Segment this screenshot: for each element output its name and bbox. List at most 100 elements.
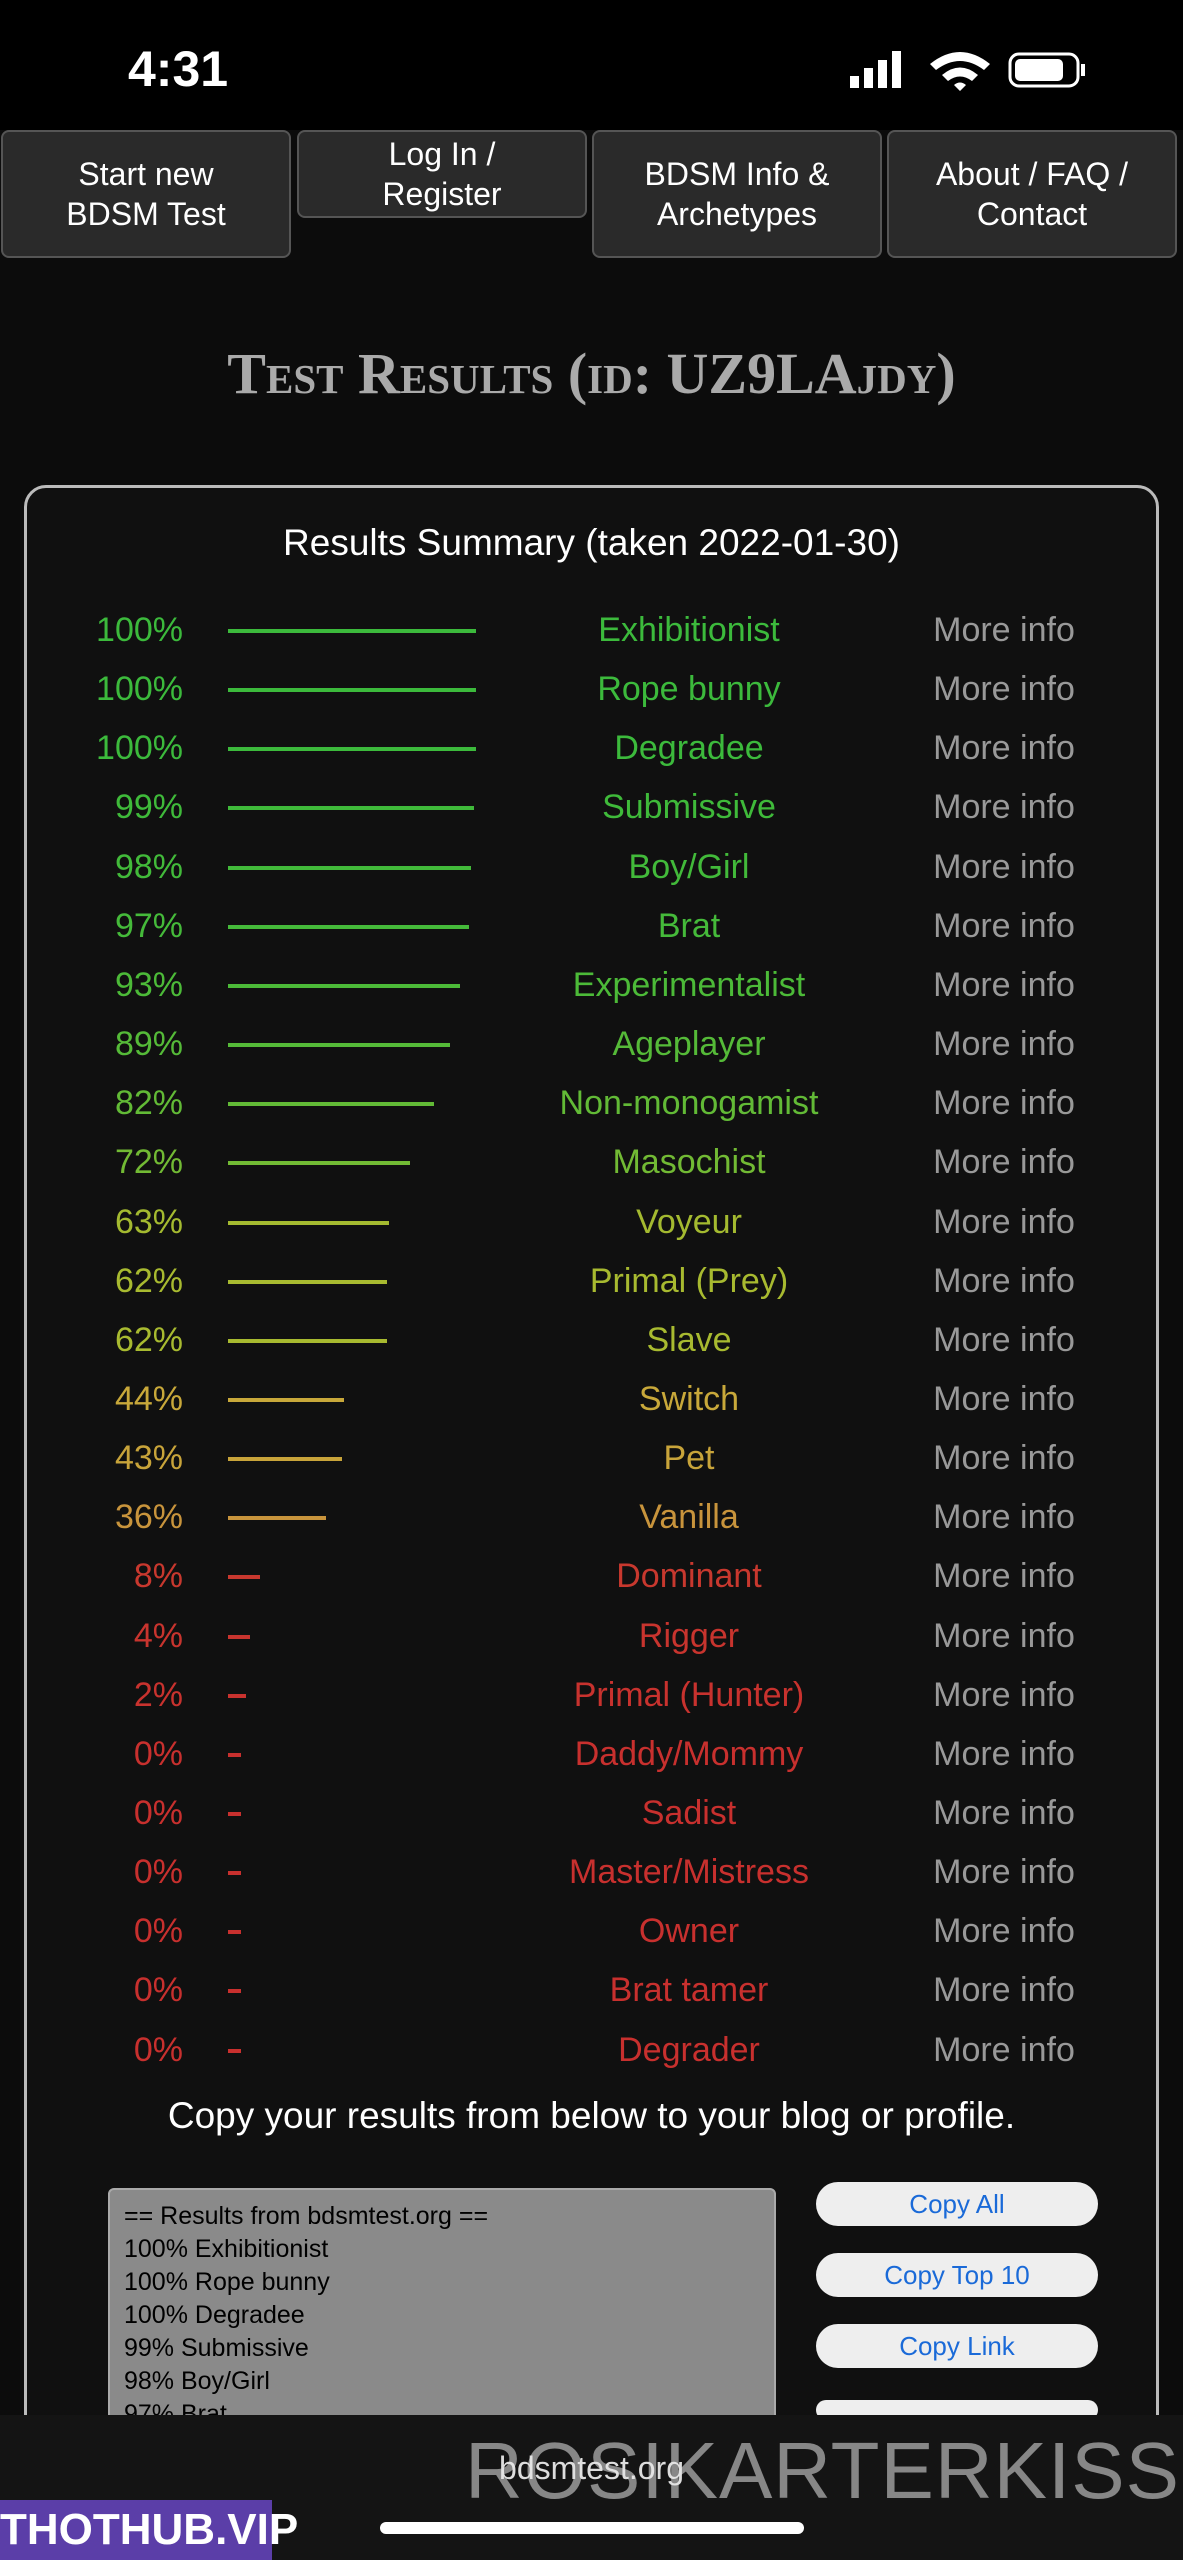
bar [228, 1693, 246, 1698]
more-info-link[interactable]: More info [933, 1439, 1075, 1478]
percent: 8% [133, 1557, 183, 1596]
more-info-link[interactable]: More info [933, 1143, 1075, 1182]
archetype: Submissive [602, 788, 776, 827]
percent: 98% [114, 847, 183, 886]
more-info-link[interactable]: More info [933, 1616, 1075, 1655]
more-info-link[interactable]: More info [933, 788, 1075, 827]
more-info-link[interactable]: More info [933, 1675, 1075, 1714]
percent: 43% [114, 1439, 183, 1478]
archetype: Rope bunny [597, 670, 781, 709]
archetype: Degradee [614, 729, 764, 768]
percent: 100% [96, 670, 183, 709]
more-info-link[interactable]: More info [933, 670, 1075, 709]
bar [228, 1457, 343, 1462]
archetype: Vanilla [639, 1498, 739, 1537]
more-info-link[interactable]: More info [933, 1379, 1075, 1418]
archetype: Slave [646, 1320, 732, 1359]
more-info-link[interactable]: More info [933, 1025, 1075, 1064]
percent: 62% [114, 1261, 183, 1300]
archetype: Switch [638, 1379, 740, 1418]
copy-button[interactable]: Copy Link [816, 2324, 1098, 2368]
archetype: Pet [663, 1439, 715, 1478]
percent: 0% [133, 1971, 183, 2010]
percent: 63% [114, 1202, 183, 1241]
percent: 62% [114, 1320, 183, 1359]
more-info-link[interactable]: More info [933, 1971, 1075, 2010]
bar [228, 1752, 241, 1757]
more-info-link[interactable]: More info [933, 1557, 1075, 1596]
more-info-link[interactable]: More info [933, 1794, 1075, 1832]
bar [228, 1516, 326, 1521]
more-info-link[interactable]: More info [933, 847, 1075, 886]
clock: 4:31 [128, 41, 229, 97]
archetype: Rigger [638, 1616, 740, 1655]
bar [228, 1634, 251, 1639]
percent: 0% [133, 1734, 183, 1773]
nav-button[interactable]: BDSM Info & Archetypes [592, 130, 882, 258]
percent: 0% [133, 1794, 183, 1832]
more-info-link[interactable]: More info [933, 906, 1075, 945]
percent: 2% [133, 1675, 183, 1714]
more-info-link[interactable]: More info [933, 2030, 1075, 2069]
percent: 100% [96, 729, 183, 768]
more-info-link[interactable]: More info [933, 1498, 1075, 1537]
percent: 4% [133, 1616, 183, 1655]
more-info-link[interactable]: More info [933, 729, 1075, 768]
percent: 97% [114, 906, 183, 945]
more-info-link[interactable]: More info [933, 1912, 1075, 1951]
bar [228, 1102, 434, 1107]
watermark: ROSIKARTERKISS [465, 2426, 1180, 2515]
bar [228, 688, 476, 693]
bar [228, 983, 460, 988]
bar [228, 1220, 390, 1225]
archetype: Sadist [641, 1794, 737, 1832]
bar [228, 1161, 411, 1166]
textarea-line: 98% Boy/Girl [124, 2367, 270, 2395]
bar [228, 1279, 387, 1284]
more-info-link[interactable]: More info [933, 611, 1075, 649]
status-icons [850, 51, 1085, 91]
results-textarea[interactable]: == Results from bdsmtest.org == 100% Exhi… [108, 2188, 776, 2428]
archetype: Masochist [612, 1143, 766, 1182]
archetype: Brat tamer [609, 1971, 769, 2010]
more-info-link[interactable]: More info [933, 1734, 1075, 1773]
bar [228, 1930, 241, 1935]
bar [228, 924, 469, 929]
more-info-link[interactable]: More info [933, 965, 1075, 1004]
archetype: Dominant [616, 1557, 762, 1596]
percent: 36% [114, 1498, 183, 1537]
percent: 0% [133, 2030, 183, 2069]
copy-prompt: Copy your results from below to your blo… [167, 2095, 1016, 2136]
percent: 99% [114, 788, 183, 827]
percent: 72% [114, 1143, 183, 1182]
bar [228, 865, 472, 870]
copy-button[interactable]: Copy Top 10 [816, 2253, 1098, 2297]
more-info-link[interactable]: More info [933, 1853, 1075, 1892]
archetype: Non-monogamist [559, 1084, 819, 1123]
more-info-link[interactable]: More info [933, 1202, 1075, 1241]
percent: 100% [96, 611, 183, 649]
archetype: Boy/Girl [628, 847, 750, 886]
more-info-link[interactable]: More info [933, 1320, 1075, 1359]
archetype: Brat [657, 906, 721, 945]
percent: 93% [114, 965, 183, 1004]
archetype: Owner [638, 1912, 740, 1951]
archetype: Primal (Hunter) [573, 1675, 805, 1714]
more-info-link[interactable]: More info [933, 1261, 1075, 1300]
bar [228, 1575, 260, 1580]
bar [228, 1397, 345, 1402]
copy-button[interactable]: Copy All [816, 2182, 1098, 2226]
percent: 0% [133, 1853, 183, 1892]
more-info-link[interactable]: More info [933, 1084, 1075, 1123]
archetype: Master/Mistress [569, 1853, 809, 1892]
nav-button[interactable]: About / FAQ / Contact [887, 130, 1177, 258]
textarea-line: 100% Exhibitionist [124, 2235, 329, 2263]
percent: 0% [133, 1912, 183, 1951]
nav-button[interactable]: Start new BDSM Test [1, 130, 291, 258]
archetype: Degrader [618, 2030, 760, 2069]
percent: 89% [114, 1025, 183, 1064]
page-title: Test Results (id: UZ9LAjdy) [227, 341, 956, 406]
bar [228, 1812, 241, 1816]
nav-button[interactable]: Log In / Register [297, 130, 587, 218]
